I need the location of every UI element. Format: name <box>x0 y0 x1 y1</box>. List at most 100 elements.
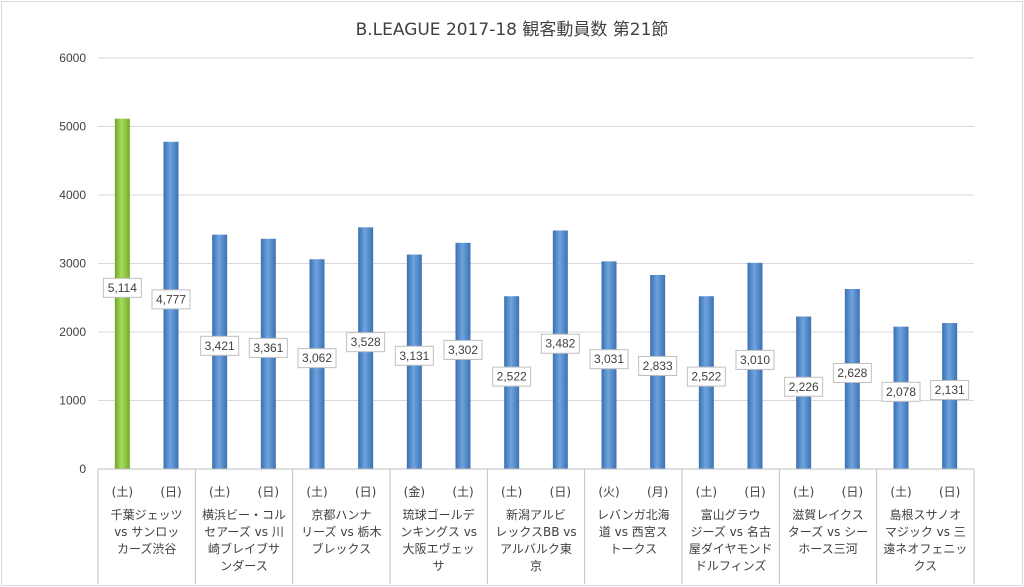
chart-title: B.LEAGUE 2017-18 観客動員数 第21節 <box>356 20 669 40</box>
x-matchup-label: レバンガ北海 <box>597 507 670 522</box>
bars <box>114 118 958 469</box>
y-tick-label: 6000 <box>59 51 86 65</box>
x-day-label: (土) <box>890 485 911 499</box>
data-label: 2,522 <box>691 370 721 384</box>
data-label: 3,482 <box>545 337 575 351</box>
data-label-box <box>151 289 191 310</box>
data-label-box <box>346 332 386 353</box>
data-label-box <box>492 366 532 387</box>
data-label: 3,528 <box>351 335 381 349</box>
x-day-label: (日) <box>744 485 765 499</box>
data-label: 3,062 <box>302 351 332 365</box>
data-label-box <box>102 277 142 298</box>
x-matchup-label: ンダース <box>220 558 267 573</box>
x-matchup-label: 京都ハンナ <box>311 508 371 522</box>
x-matchup-label: 大阪エヴェッ <box>403 541 475 556</box>
x-matchup-label: 崎ブレイブサ <box>208 541 280 556</box>
data-labels: 5,114 4,777 3,421 3,361 3,062 3,528 3,131 3,302… <box>102 277 970 402</box>
x-matchup-label: 琉球ゴールデ <box>403 507 475 522</box>
x-matchup-label: トークス <box>610 542 658 556</box>
data-label: 3,302 <box>448 343 478 357</box>
x-matchup-label: 道 vs 西宮ス <box>599 524 668 539</box>
x-day-label: (土) <box>793 485 814 499</box>
x-day-label: (日) <box>842 485 863 499</box>
data-label: 2,522 <box>497 370 527 384</box>
x-day-label: (土) <box>501 485 522 499</box>
data-label-box <box>540 333 580 354</box>
y-tick-label: 1000 <box>59 394 86 408</box>
x-day-label: (土) <box>306 485 327 499</box>
x-matchup-label: 千葉ジェッツ <box>111 508 183 522</box>
x-matchup-label: 横浜ビー・コル <box>202 508 286 522</box>
x-day-label: (土) <box>696 485 717 499</box>
y-tick-label: 2000 <box>59 325 86 339</box>
x-matchup-label: 島根スサノオ <box>889 507 961 522</box>
x-day-label: (日) <box>939 485 960 499</box>
x-matchup-label: 京 <box>530 559 542 573</box>
data-label: 3,031 <box>594 352 624 366</box>
x-matchup-label: ブレックス <box>312 541 372 556</box>
x-matchup-label: 新潟アルビ <box>506 507 566 522</box>
data-label-box <box>930 380 970 401</box>
data-label-box <box>735 349 775 370</box>
x-matchup-label: vs サンロッ <box>114 525 179 539</box>
x-day-label: (日) <box>258 485 279 499</box>
data-label: 2,628 <box>837 366 867 380</box>
data-label: 2,078 <box>886 385 916 399</box>
data-label: 3,361 <box>253 341 283 355</box>
x-matchup-label: サ <box>433 559 445 573</box>
data-label-box <box>297 348 337 369</box>
data-label-box <box>784 376 824 397</box>
x-matchup-label: 滋賀レイクス <box>792 508 863 522</box>
y-axis: 0 1000 2000 3000 4000 5000 6000 <box>59 51 86 476</box>
data-label: 2,833 <box>643 359 673 373</box>
x-day-label: (日) <box>160 485 181 499</box>
data-label: 4,777 <box>156 292 186 306</box>
x-day-label: (月) <box>647 485 668 499</box>
data-label-box <box>394 345 434 366</box>
data-label-box <box>443 339 483 360</box>
x-matchup-label: アルバルク東 <box>500 542 572 556</box>
x-matchup-label: レックスBB vs <box>495 525 576 539</box>
y-tick-label: 4000 <box>59 188 86 202</box>
data-label-box <box>248 337 288 358</box>
x-matchup-label: 屋ダイヤモンド <box>689 541 773 556</box>
x-matchup-label: ドルフィンズ <box>695 558 767 573</box>
data-label: 2,226 <box>789 380 819 394</box>
x-matchup-label: ホース三河 <box>798 542 857 556</box>
data-label-box <box>200 335 240 356</box>
grid-lines <box>98 57 974 401</box>
x-matchup-label: 遠ネオフェニッ <box>883 542 967 556</box>
data-label: 3,010 <box>740 353 770 367</box>
x-matchup-label: 富山グラウ <box>701 507 761 522</box>
x-day-label: (土) <box>112 485 133 499</box>
data-label-box <box>638 355 678 376</box>
x-day-label: (土) <box>209 485 230 499</box>
x-matchup-label: ジーズ vs 名古 <box>690 524 770 539</box>
data-label: 5,114 <box>108 281 137 295</box>
x-day-label: (日) <box>550 485 571 499</box>
x-matchup-label: ターズ vs シー <box>788 524 868 539</box>
x-matchup-label: リーズ vs 栃木 <box>301 524 381 539</box>
data-label: 2,131 <box>935 383 965 397</box>
y-tick-label: 0 <box>79 462 86 476</box>
x-matchup-label: ンキングス vs <box>400 525 477 539</box>
data-label: 3,131 <box>399 349 429 363</box>
x-matchup-label: セアーズ vs 川 <box>204 524 284 539</box>
data-label-box <box>832 362 872 383</box>
data-label-box <box>686 366 726 387</box>
y-tick-label: 3000 <box>59 257 86 271</box>
x-day-label: (土) <box>452 485 473 499</box>
y-tick-label: 5000 <box>59 120 86 134</box>
x-matchup-label: マジック vs 三 <box>885 525 966 539</box>
x-matchup-label: カーズ渋谷 <box>117 541 176 556</box>
x-day-label: (日) <box>355 485 376 499</box>
data-label-box <box>589 349 629 370</box>
data-label-box <box>881 381 921 402</box>
x-matchup-label: クス <box>914 559 938 573</box>
x-day-label: (火) <box>598 485 619 499</box>
data-label: 3,421 <box>205 339 235 353</box>
